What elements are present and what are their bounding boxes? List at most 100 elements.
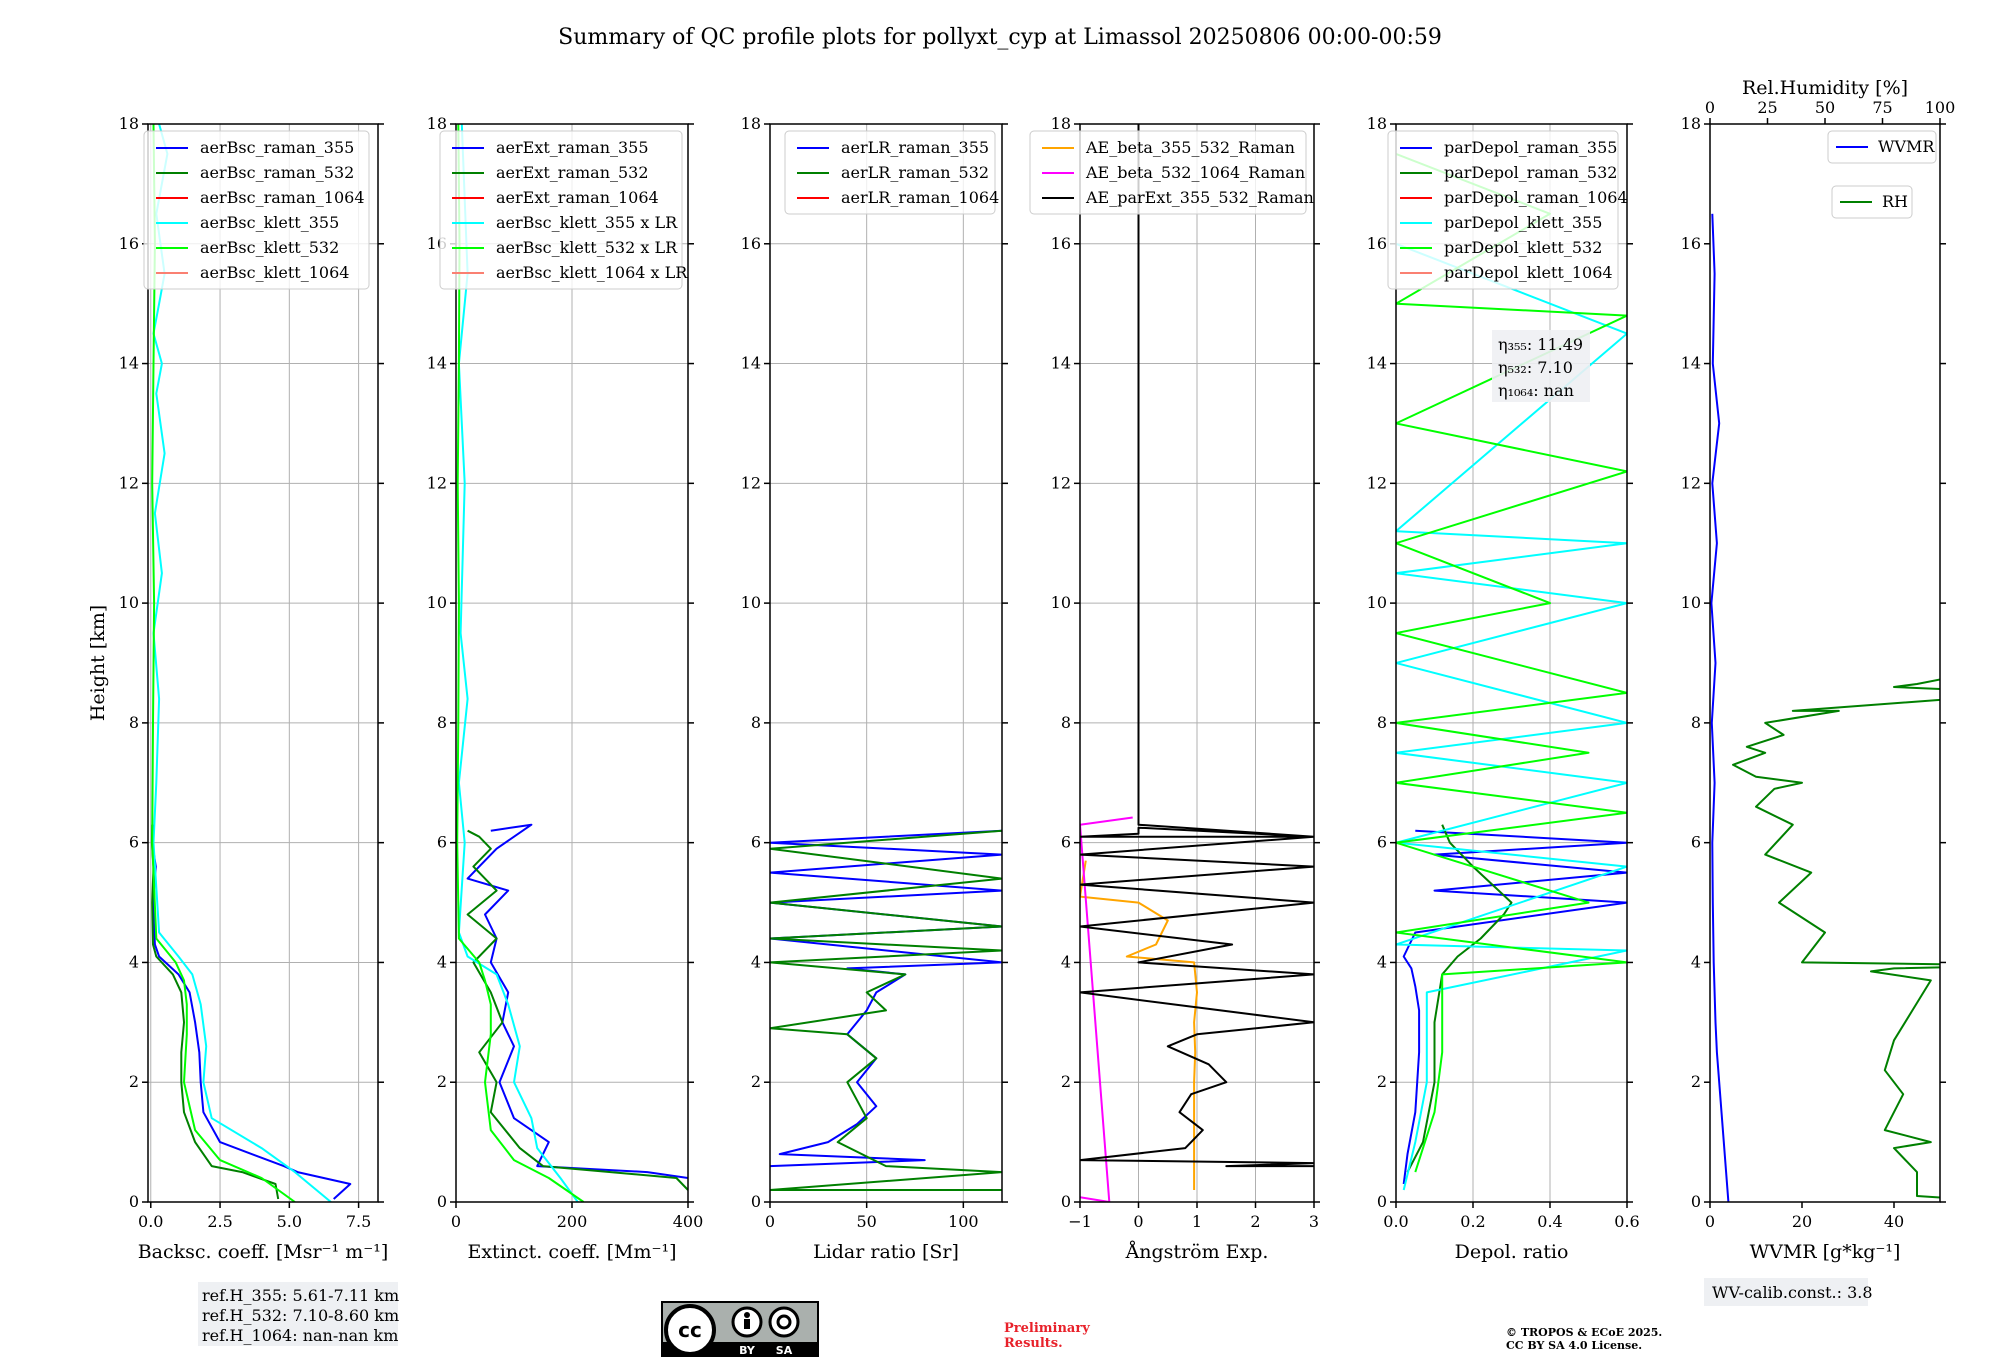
xtick-label: 40: [1884, 1212, 1904, 1231]
x-axis-label: WVMR [g*kg⁻¹]: [1750, 1241, 1901, 1263]
ytick-label: 0: [1377, 1192, 1387, 1211]
ytick-label: 16: [119, 234, 139, 253]
legend-label: parDepol_raman_1064: [1444, 188, 1628, 207]
legend-box: [1827, 130, 1937, 164]
ytick-label: 2: [1377, 1072, 1387, 1091]
legend-box: [784, 130, 996, 215]
ytick-label: 10: [1367, 593, 1387, 612]
x-axis-label: Backsc. coeff. [Msr⁻¹ m⁻¹]: [138, 1241, 389, 1263]
ytick-label: 18: [427, 114, 447, 133]
ytick-label: 6: [1377, 833, 1387, 852]
series-line-aerbsc-klett-355: [152, 124, 332, 1202]
xtick-label: 200: [557, 1212, 588, 1231]
annotation-line: WV-calib.const.: 3.8: [1712, 1283, 1873, 1302]
ytick-label: 8: [751, 713, 761, 732]
ytick-label: 14: [1681, 354, 1701, 373]
legend-label: aerBsc_klett_355 x LR: [496, 213, 678, 232]
copyright-line2: CC BY SA 4.0 License.: [1506, 1339, 1642, 1352]
ytick-label: 12: [427, 473, 447, 492]
series-line-ae-beta-355-532-raman: [1080, 860, 1198, 1190]
ytick-label: 8: [129, 713, 139, 732]
series-line-ae-beta-532-1064-raman: [1080, 816, 1133, 1202]
copyright-line1: © TROPOS & ECoE 2025.: [1506, 1326, 1662, 1339]
xtick-label: 1: [1192, 1212, 1202, 1231]
ytick-label: 18: [741, 114, 761, 133]
xtick-label: 2: [1250, 1212, 1260, 1231]
ytick-label: 4: [437, 952, 447, 971]
annotation-line: ref.H_532: 7.10-8.60 km: [202, 1306, 399, 1325]
ytick-label: 0: [437, 1192, 447, 1211]
ytick-label: 0: [1061, 1192, 1071, 1211]
annotation-line: η₁₀₆₄: nan: [1498, 381, 1574, 400]
series-group: [1396, 152, 1627, 1191]
axes-frame: [1395, 123, 1628, 1203]
legend-label: aerBsc_klett_1064 x LR: [496, 263, 688, 282]
x-axis-label: Depol. ratio: [1455, 1241, 1569, 1263]
ytick-label: 4: [1377, 952, 1387, 971]
legend-label: aerBsc_klett_532: [200, 238, 339, 257]
legend-label: AE_parExt_355_532_Raman: [1085, 188, 1314, 207]
ytick-label: 6: [1691, 833, 1701, 852]
ytick-label: 16: [1367, 234, 1387, 253]
ytick-label: 0: [129, 1192, 139, 1211]
legend-label: aerExt_raman_1064: [496, 188, 659, 207]
ytick-label: 4: [1061, 952, 1071, 971]
ytick-label: 12: [741, 473, 761, 492]
ytick-label: 10: [1051, 593, 1071, 612]
legend-label: parDepol_raman_532: [1444, 163, 1617, 182]
ytick-label: 18: [1681, 114, 1701, 133]
x-axis-label: Ångström Exp.: [1125, 1241, 1269, 1263]
top-xtick-label: 25: [1757, 98, 1777, 117]
legend-label: aerBsc_klett_532 x LR: [496, 238, 678, 257]
ytick-label: 2: [751, 1072, 761, 1091]
legend-label: AE_beta_532_1064_Raman: [1085, 163, 1305, 182]
xtick-label: 0.0: [1383, 1212, 1408, 1231]
x-axis-label: Lidar ratio [Sr]: [813, 1241, 959, 1263]
x-axis-label: Extinct. coeff. [Mm⁻¹]: [467, 1241, 676, 1263]
ytick-label: 2: [437, 1072, 447, 1091]
series-line-pardepol-klett-355: [1396, 242, 1627, 1191]
annotation-line: ref.H_355: 5.61-7.11 km: [202, 1286, 399, 1305]
preliminary-label-line2: Results.: [1004, 1336, 1063, 1351]
series-line-aerlr-raman-355: [770, 829, 1002, 1168]
cc-sa-label: SA: [776, 1344, 793, 1357]
y-axis-label: Height [km]: [87, 605, 109, 721]
ytick-label: 2: [1691, 1072, 1701, 1091]
legend-label: aerLR_raman_532: [841, 163, 989, 182]
legend-label: aerExt_raman_355: [496, 138, 649, 157]
ytick-label: 12: [1681, 473, 1701, 492]
series-line-rh: [1732, 678, 1940, 1199]
ytick-label: 10: [119, 593, 139, 612]
series-group: [1710, 213, 1940, 1202]
ytick-label: 14: [741, 354, 761, 373]
xtick-label: 3: [1309, 1212, 1319, 1231]
top-xtick-label: 0: [1705, 98, 1715, 117]
sa-share-icon: [768, 1306, 800, 1338]
annotation-box: [198, 1282, 398, 1346]
legend-label: aerBsc_raman_532: [200, 163, 354, 182]
panel-5: 0 2 4 6 8 10 12 14 16 18 0.0 0.2 0.4 0.6 Depol. ratio p…: [1367, 114, 1640, 1263]
xtick-label: 0.2: [1460, 1212, 1485, 1231]
legend-box: [1387, 130, 1619, 290]
ytick-label: 8: [1691, 713, 1701, 732]
ytick-label: 6: [129, 833, 139, 852]
legend-label: parDepol_klett_532: [1444, 238, 1602, 257]
ytick-label: 14: [1367, 354, 1387, 373]
legend-label: aerLR_raman_355: [841, 138, 989, 157]
xtick-label: −1: [1068, 1212, 1092, 1231]
legend-box: [439, 130, 683, 290]
xtick-label: 50: [856, 1212, 876, 1231]
legend-box: [1029, 130, 1307, 215]
xtick-label: 100: [948, 1212, 979, 1231]
annotation-line: ref.H_1064: nan-nan km: [202, 1326, 398, 1345]
ytick-label: 6: [437, 833, 447, 852]
legend-label: parDepol_klett_1064: [1444, 263, 1613, 282]
ytick-label: 14: [427, 354, 447, 373]
legend-label: WVMR: [1878, 137, 1935, 156]
cc-logo-icon: [664, 1304, 716, 1356]
figure-title: Summary of QC profile plots for pollyxt_…: [558, 25, 1442, 50]
legend-label: parDepol_klett_355: [1444, 213, 1602, 232]
